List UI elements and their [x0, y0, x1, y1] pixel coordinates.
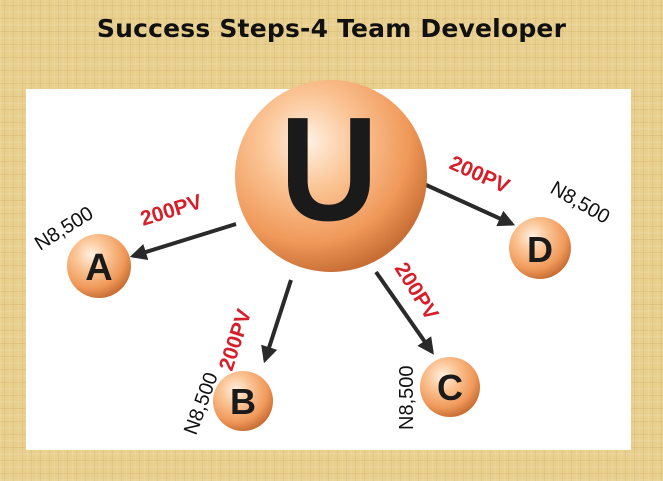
center-node-u: U — [235, 80, 427, 272]
center-node-label: U — [280, 87, 378, 252]
node-b: B — [213, 371, 273, 431]
node-a-points: 200PV — [138, 190, 205, 230]
node-c-amount: N8,500 — [396, 366, 418, 431]
node-b-label: B — [230, 381, 256, 422]
arrow-to-a — [129, 222, 237, 261]
slide-title: Success Steps-4 Team Developer — [96, 14, 567, 43]
node-c-points: 200PV — [390, 258, 443, 324]
node-d: D — [509, 217, 571, 279]
arrow-to-c — [374, 270, 434, 355]
node-d-points: 200PV — [446, 152, 513, 199]
node-c-label: C — [437, 367, 463, 408]
node-a-label: A — [85, 247, 112, 289]
arrow-to-b — [261, 279, 293, 364]
arrow-to-d — [423, 182, 516, 227]
node-c: C — [420, 357, 480, 417]
node-d-amount: N8,500 — [547, 177, 614, 228]
node-a: A — [67, 234, 131, 298]
node-b-points: 200PV — [215, 306, 256, 373]
node-d-label: D — [527, 229, 553, 270]
